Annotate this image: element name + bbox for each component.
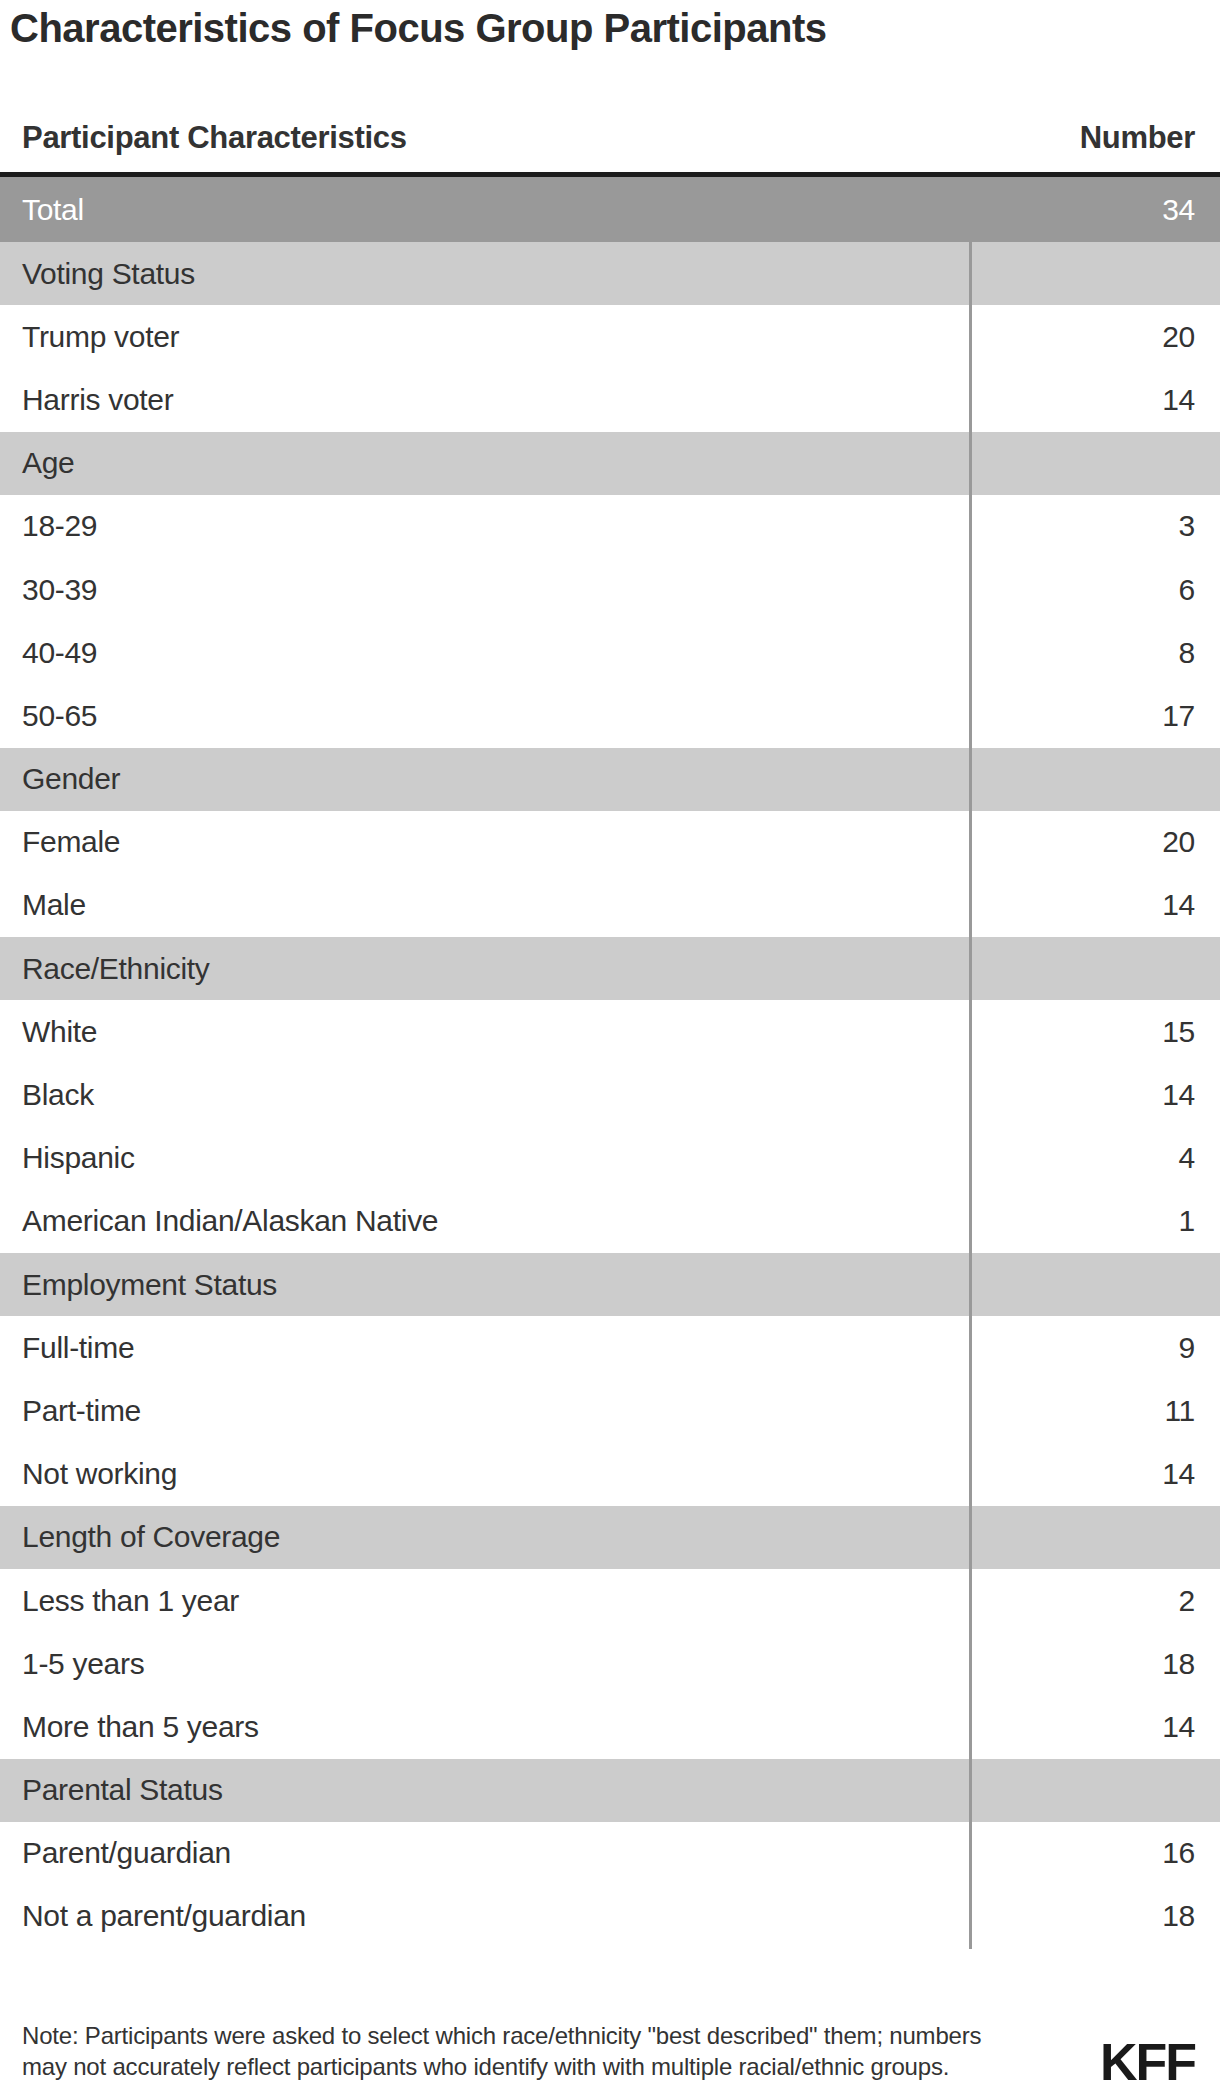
column-header-row: Participant Characteristics Number [0, 112, 1220, 164]
table-row: Female 20 [0, 811, 1220, 874]
row-value: 16 [1162, 1836, 1195, 1870]
section-label: Race/Ethnicity [22, 952, 210, 986]
row-value: 3 [1179, 509, 1195, 543]
row-label: Female [22, 825, 120, 859]
row-value: 17 [1162, 699, 1195, 733]
total-row: Total 34 [0, 177, 1220, 242]
section-label: Gender [22, 762, 120, 796]
row-label: Part-time [22, 1394, 141, 1428]
row-label: 50-65 [22, 699, 97, 733]
row-value: 18 [1162, 1647, 1195, 1681]
column-header-characteristics: Participant Characteristics [22, 120, 407, 156]
row-label: American Indian/Alaskan Native [22, 1204, 438, 1238]
row-label: Not working [22, 1457, 177, 1491]
table-row: Part-time 11 [0, 1379, 1220, 1442]
section-label: Parental Status [22, 1773, 223, 1807]
row-label: 18-29 [22, 509, 97, 543]
row-value: 14 [1162, 1710, 1195, 1744]
row-label: Parent/guardian [22, 1836, 231, 1870]
row-label: Full-time [22, 1331, 134, 1365]
total-label: Total [22, 193, 84, 227]
table-row: Not a parent/guardian 18 [0, 1885, 1220, 1948]
row-value: 11 [1164, 1394, 1195, 1428]
kff-logo: KFF [1100, 2036, 1195, 2088]
table-row: Male 14 [0, 874, 1220, 937]
figure-page: Characteristics of Focus Group Participa… [0, 0, 1220, 2098]
table-row: 30-39 6 [0, 558, 1220, 621]
row-value: 9 [1179, 1331, 1195, 1365]
row-label: More than 5 years [22, 1710, 259, 1744]
section-header-row: Length of Coverage [0, 1506, 1220, 1569]
row-label: 40-49 [22, 636, 97, 670]
row-value: 2 [1179, 1584, 1195, 1618]
row-value: 14 [1162, 1457, 1195, 1491]
row-label: Black [22, 1078, 94, 1112]
row-value: 1 [1179, 1204, 1195, 1238]
section-header-row: Voting Status [0, 242, 1220, 305]
row-label: Harris voter [22, 383, 173, 417]
page-title: Characteristics of Focus Group Participa… [10, 6, 827, 51]
row-value: 18 [1162, 1899, 1195, 1933]
footnote: Note: Participants were asked to select … [22, 2020, 1107, 2082]
table-row: White 15 [0, 1000, 1220, 1063]
section-label: Age [22, 446, 74, 480]
row-value: 4 [1179, 1141, 1195, 1175]
row-label: Hispanic [22, 1141, 135, 1175]
row-label: Male [22, 888, 86, 922]
row-value: 20 [1162, 320, 1195, 354]
table-row: Parent/guardian 16 [0, 1822, 1220, 1885]
section-label: Employment Status [22, 1268, 277, 1302]
row-value: 6 [1179, 573, 1195, 607]
row-value: 15 [1162, 1015, 1195, 1049]
table-row: Less than 1 year 2 [0, 1569, 1220, 1632]
total-value: 34 [1162, 193, 1195, 227]
row-label: White [22, 1015, 97, 1049]
column-header-number: Number [1080, 120, 1195, 156]
row-value: 8 [1179, 636, 1195, 670]
section-header-row: Race/Ethnicity [0, 937, 1220, 1000]
table-row: American Indian/Alaskan Native 1 [0, 1190, 1220, 1253]
row-value: 20 [1162, 825, 1195, 859]
footnote-line-2: may not accurately reflect participants … [22, 2051, 1107, 2082]
section-header-row: Age [0, 432, 1220, 495]
footnote-line-1: Note: Participants were asked to select … [22, 2020, 1107, 2051]
table-row: More than 5 years 14 [0, 1695, 1220, 1758]
table-row: Harris voter 14 [0, 368, 1220, 431]
table-row: Hispanic 4 [0, 1127, 1220, 1190]
row-value: 14 [1162, 888, 1195, 922]
table-body: Voting StatusTrump voter20Harris voter14… [0, 242, 1220, 1948]
table-row: 1-5 years 18 [0, 1632, 1220, 1695]
table-row: 18-29 3 [0, 495, 1220, 558]
table-row: 40-49 8 [0, 621, 1220, 684]
row-value: 14 [1162, 383, 1195, 417]
column-divider [969, 242, 972, 1949]
row-label: 30-39 [22, 573, 97, 607]
table-row: Full-time 9 [0, 1316, 1220, 1379]
section-label: Voting Status [22, 257, 195, 291]
section-header-row: Gender [0, 748, 1220, 811]
table-row: Not working 14 [0, 1443, 1220, 1506]
row-label: Not a parent/guardian [22, 1899, 306, 1933]
row-label: Less than 1 year [22, 1584, 239, 1618]
row-value: 14 [1162, 1078, 1195, 1112]
section-header-row: Employment Status [0, 1253, 1220, 1316]
table-row: Black 14 [0, 1063, 1220, 1126]
table-row: Trump voter 20 [0, 305, 1220, 368]
row-label: Trump voter [22, 320, 179, 354]
row-label: 1-5 years [22, 1647, 144, 1681]
section-label: Length of Coverage [22, 1520, 280, 1554]
table-row: 50-65 17 [0, 684, 1220, 747]
section-header-row: Parental Status [0, 1759, 1220, 1822]
